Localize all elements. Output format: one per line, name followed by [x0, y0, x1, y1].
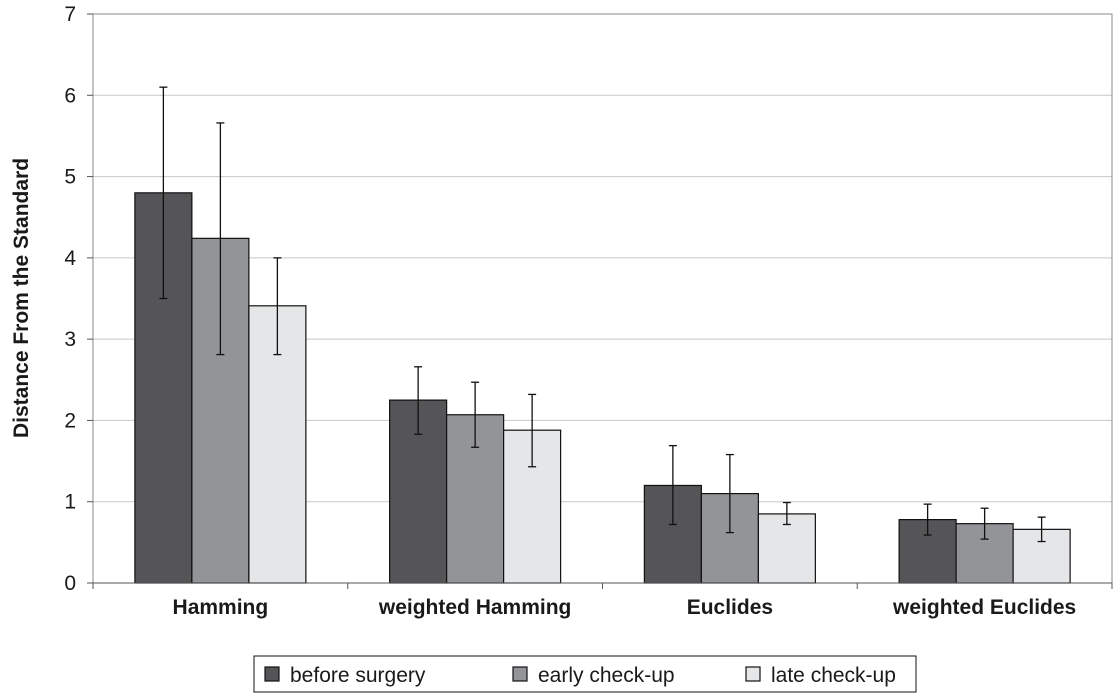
x-axis: Hamming weighted Hamming Euclides weighted …	[92, 582, 1113, 619]
legend: before surgery early check-up late check-u…	[253, 655, 917, 693]
bar	[757, 513, 816, 584]
legend-box	[253, 655, 917, 693]
bars	[134, 192, 1071, 584]
x-category-label: Hamming	[173, 596, 269, 619]
legend-label: before surgery	[290, 664, 426, 687]
y-tick-label: 5	[64, 166, 76, 189]
legend-swatch	[264, 666, 280, 682]
legend-label: early check-up	[538, 664, 675, 687]
legend-swatch	[745, 666, 761, 682]
y-tick-label: 0	[64, 572, 76, 595]
y-tick-label: 4	[64, 247, 76, 270]
y-tick-label: 7	[64, 3, 76, 26]
y-axis-title: Distance From the Standard	[10, 158, 33, 438]
legend-swatch	[512, 666, 528, 682]
y-tick-label: 6	[64, 84, 76, 107]
y-tick-label: 1	[64, 491, 76, 514]
error-bars	[159, 86, 1046, 543]
x-category-label: Euclides	[687, 596, 773, 619]
y-tick-label: 3	[64, 328, 76, 351]
x-category-label: weighted Hamming	[378, 596, 572, 619]
legend-label: late check-up	[771, 664, 896, 687]
x-category-label: weighted Euclides	[892, 596, 1076, 619]
y-tick-label: 2	[64, 409, 76, 432]
y-axis: 0 1 2 3 4 5 6 7	[64, 3, 93, 595]
